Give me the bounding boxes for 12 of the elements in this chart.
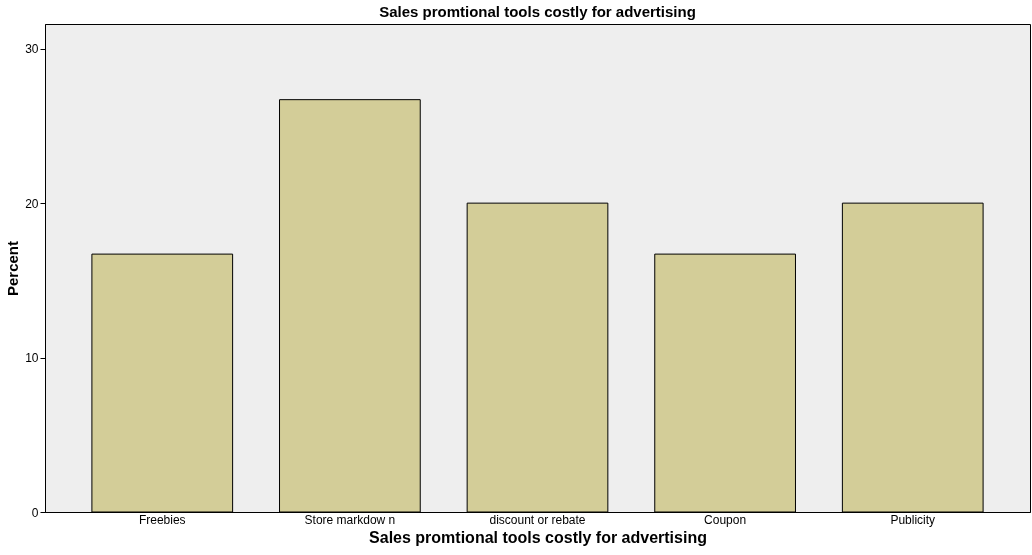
x-tick-label: discount or rebate [489,512,586,527]
x-tick-label: Store markdow n [304,512,396,527]
x-tick-label: Freebies [138,512,186,527]
y-tick-label: 30 [25,42,39,57]
y-tick-label: 20 [25,196,39,211]
x-axis-title: Sales promtional tools costly for advertising [369,528,707,546]
x-tick-label: Publicity [890,512,936,527]
chart-title: Sales promtional tools costly for advertising [379,3,696,20]
y-tick-label: 10 [25,351,39,366]
y-axis-title: Percent [4,240,22,297]
y-tick-label: 0 [31,505,39,520]
x-tick-label: Coupon [704,512,747,527]
